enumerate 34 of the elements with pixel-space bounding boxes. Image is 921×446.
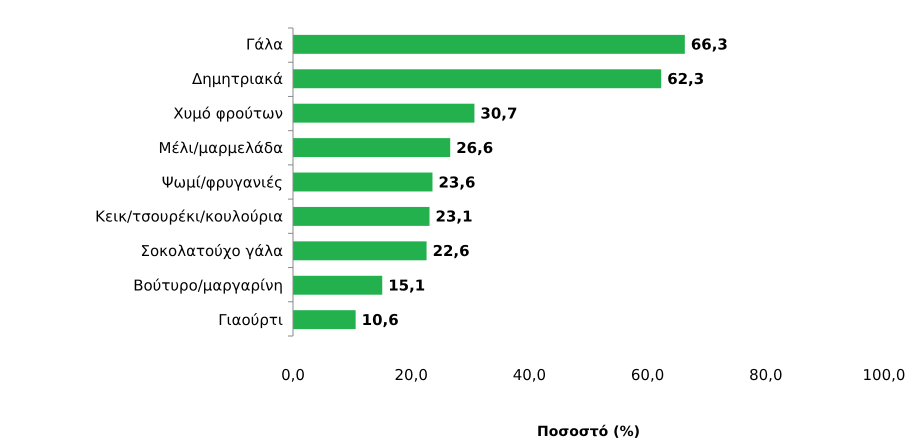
data-label: 10,6 bbox=[362, 310, 399, 329]
x-axis-title: Ποσοστό (%) bbox=[536, 424, 640, 440]
x-tick-label: 80,0 bbox=[749, 366, 783, 384]
bar bbox=[293, 104, 474, 123]
bar bbox=[293, 241, 427, 260]
y-tick-label: Γιαούρτι bbox=[218, 310, 283, 329]
data-label: 26,6 bbox=[456, 138, 494, 157]
data-label: 30,7 bbox=[480, 104, 518, 122]
y-tick-label: Μέλι/μαρμελάδα bbox=[158, 138, 284, 157]
x-tick-label: 60,0 bbox=[630, 366, 664, 384]
x-tick-label: 100,0 bbox=[862, 366, 906, 384]
y-tick-label: Χυμό φρούτων bbox=[173, 104, 283, 122]
y-tick-label: Δημητριακά bbox=[192, 70, 284, 88]
data-label: 23,1 bbox=[436, 208, 473, 226]
bar bbox=[293, 310, 356, 330]
data-label: 62,3 bbox=[667, 70, 704, 88]
y-tick-label: Ψωμί/φρυγανιές bbox=[162, 173, 283, 192]
bar bbox=[293, 206, 430, 226]
bar bbox=[293, 69, 662, 88]
data-label: 66,3 bbox=[690, 36, 728, 54]
data-label: 22,6 bbox=[432, 242, 470, 260]
y-tick-label: Κεικ/τσουρέκι/κουλούρια bbox=[95, 208, 284, 226]
y-tick-label: Σοκολατούχο γάλα bbox=[140, 242, 284, 260]
y-tick-label: Βούτυρο/μαργαρίνη bbox=[133, 276, 283, 294]
bar bbox=[293, 172, 432, 192]
bar bbox=[293, 138, 450, 158]
x-tick-label: 40,0 bbox=[512, 366, 546, 384]
x-tick-label: 0,0 bbox=[281, 366, 305, 384]
y-tick-label: Γάλα bbox=[246, 36, 284, 54]
bar bbox=[293, 276, 382, 295]
data-label: 15,1 bbox=[388, 276, 426, 294]
bar bbox=[293, 34, 685, 54]
data-label: 23,6 bbox=[438, 173, 476, 192]
x-tick-label: 20,0 bbox=[394, 366, 428, 384]
